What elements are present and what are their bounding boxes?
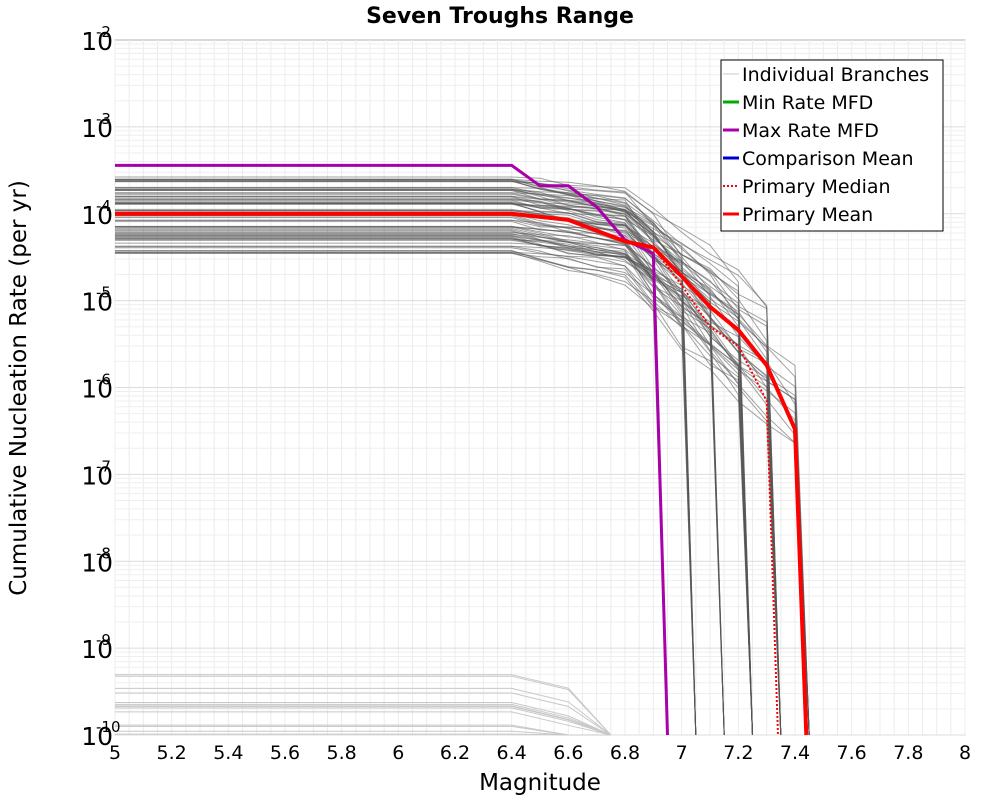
branch-line (115, 199, 668, 736)
y-tick-label: 10 (81, 461, 113, 490)
branch-line (115, 217, 753, 736)
x-axis-ticks: 5 5.2 5.4 5.6 5.8 6 6.2 6.4 6.6 6.8 7 7.2 7.4 7.6 7.8 8 (109, 742, 971, 764)
y-tick-label: 10 (81, 114, 113, 143)
branch-line-faint (115, 674, 612, 736)
branch-line-faint (115, 692, 612, 736)
legend: Individual Branches Min Rate MFD Max Rate … (720, 59, 944, 232)
branch-line-faint (115, 705, 611, 736)
series-primary-mean (115, 211, 809, 736)
y-tick-label: 10 (81, 548, 113, 577)
branch-line (115, 188, 782, 736)
y-tick-exponent: -4 (96, 197, 111, 215)
y-tick-label: 10 (81, 375, 113, 404)
x-tick-label: 7.4 (780, 742, 810, 764)
branch-line-faint (115, 687, 612, 736)
y-tick-label: 10 (81, 201, 113, 230)
legend-label: Individual Branches (742, 64, 929, 86)
branch-line (115, 252, 697, 736)
branch-line (115, 179, 753, 736)
branch-line (115, 176, 782, 736)
branch-line (115, 203, 782, 736)
x-tick-label: 6.8 (610, 742, 640, 764)
branch-line (115, 179, 753, 736)
y-tick-exponent: -6 (96, 371, 111, 389)
y-tick-exponent: -8 (96, 544, 111, 562)
branch-line-faint (115, 711, 611, 736)
x-tick-label: 5.8 (327, 742, 357, 764)
y-tick-label: 10 (81, 288, 113, 317)
y-tick-label: 10 (81, 27, 113, 56)
branch-line-faint (115, 702, 612, 736)
y-tick-exponent: -2 (96, 23, 111, 41)
legend-label: Max Rate MFD (742, 120, 879, 142)
x-tick-label: 5.2 (157, 742, 187, 764)
series-primary-median (115, 212, 779, 736)
branch-line (115, 192, 697, 736)
y-tick-exponent: -10 (96, 718, 121, 736)
branch-line-faint (115, 725, 611, 736)
y-tick-exponent: -9 (96, 631, 111, 649)
legend-label: Comparison Mean (742, 148, 914, 170)
x-tick-label: 7.2 (723, 742, 753, 764)
branch-line (115, 186, 668, 736)
branch-line-faint (115, 707, 611, 736)
branch-line (115, 229, 668, 736)
legend-label: Min Rate MFD (742, 92, 873, 114)
legend-box (720, 59, 944, 232)
x-tick-label: 6.4 (497, 742, 527, 764)
branch-line (115, 250, 668, 736)
x-tick-label: 8 (959, 742, 971, 764)
y-axis-label: Cumulative Nucleation Rate (per yr) (6, 180, 32, 596)
x-tick-label: 5.6 (270, 742, 300, 764)
branch-line (115, 233, 697, 736)
y-tick-label: 10 (81, 635, 113, 664)
branch-line (115, 245, 668, 736)
x-axis-label: Magnitude (479, 770, 601, 796)
branch-line (115, 235, 753, 736)
legend-label: Primary Median (742, 176, 891, 198)
x-tick-label: 6.2 (440, 742, 470, 764)
x-tick-label: 5 (109, 742, 121, 764)
branch-line (115, 226, 753, 736)
x-tick-label: 5.4 (213, 742, 243, 764)
branch-line (115, 238, 782, 736)
y-tick-label: 10 (81, 722, 113, 751)
branch-line (115, 178, 725, 736)
y-tick-exponent: -7 (96, 457, 111, 475)
x-tick-label: 6 (392, 742, 404, 764)
branch-line (115, 251, 782, 736)
y-tick-exponent: -5 (96, 284, 111, 302)
branch-line (115, 247, 725, 736)
x-tick-label: 7.6 (837, 742, 867, 764)
x-tick-label: 7 (676, 742, 688, 764)
legend-label: Primary Mean (742, 204, 873, 226)
chart-title: Seven Troughs Range (366, 4, 634, 29)
branch-line (115, 225, 782, 736)
branch-line-faint (115, 703, 611, 736)
y-tick-exponent: -3 (96, 110, 111, 128)
x-tick-label: 6.6 (553, 742, 583, 764)
series-lines (115, 163, 809, 736)
x-tick-label: 7.8 (893, 742, 923, 764)
series-max-rate-mfd (115, 163, 669, 736)
